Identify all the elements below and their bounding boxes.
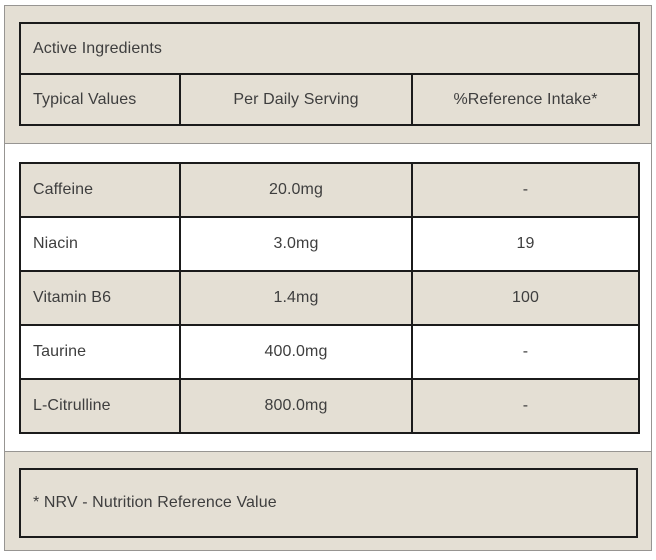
column-header-per-daily-serving: Per Daily Serving [179, 73, 413, 126]
ingredient-name-cell: Niacin [19, 216, 181, 272]
header-band: Active Ingredients Typical Values Per Da… [5, 6, 651, 144]
per-daily-serving-cell: 20.0mg [179, 162, 413, 218]
footnote-row: * NRV - Nutrition Reference Value [19, 468, 638, 538]
nutrition-label-panel: Active Ingredients Typical Values Per Da… [4, 5, 652, 551]
footer-band: * NRV - Nutrition Reference Value [5, 451, 651, 550]
per-daily-serving-cell: 1.4mg [179, 270, 413, 326]
ingredient-name-cell: Vitamin B6 [19, 270, 181, 326]
per-daily-serving-cell: 3.0mg [179, 216, 413, 272]
per-daily-serving-cell: 800.0mg [179, 378, 413, 434]
footnote-table: * NRV - Nutrition Reference Value [19, 468, 638, 538]
reference-intake-cell: 100 [411, 270, 640, 326]
table-row-l-citrulline: L-Citrulline 800.0mg - [19, 378, 640, 434]
header-title-row: Active Ingredients [18, 22, 641, 75]
header-table: Active Ingredients Typical Values Per Da… [18, 22, 641, 126]
ingredients-table: Caffeine 20.0mg - Niacin 3.0mg 19 Vitami… [19, 162, 640, 434]
ingredients-band: Caffeine 20.0mg - Niacin 3.0mg 19 Vitami… [5, 144, 651, 451]
reference-intake-cell: - [411, 378, 640, 434]
ingredient-name-cell: Caffeine [19, 162, 181, 218]
reference-intake-cell: 19 [411, 216, 640, 272]
column-header-typical-values: Typical Values [19, 73, 181, 126]
table-row-vitamin-b6: Vitamin B6 1.4mg 100 [19, 270, 640, 326]
column-headers-row: Typical Values Per Daily Serving %Refere… [19, 73, 641, 126]
reference-intake-cell: - [411, 162, 640, 218]
reference-intake-cell: - [411, 324, 640, 380]
ingredient-name-cell: Taurine [19, 324, 181, 380]
table-row-caffeine: Caffeine 20.0mg - [19, 162, 640, 218]
nrv-footnote: * NRV - Nutrition Reference Value [19, 468, 638, 538]
table-row-taurine: Taurine 400.0mg - [19, 324, 640, 380]
column-header-reference-intake: %Reference Intake* [410, 73, 641, 126]
table-row-niacin: Niacin 3.0mg 19 [19, 216, 640, 272]
ingredient-name-cell: L-Citrulline [19, 378, 181, 434]
active-ingredients-title: Active Ingredients [18, 22, 641, 75]
per-daily-serving-cell: 400.0mg [179, 324, 413, 380]
